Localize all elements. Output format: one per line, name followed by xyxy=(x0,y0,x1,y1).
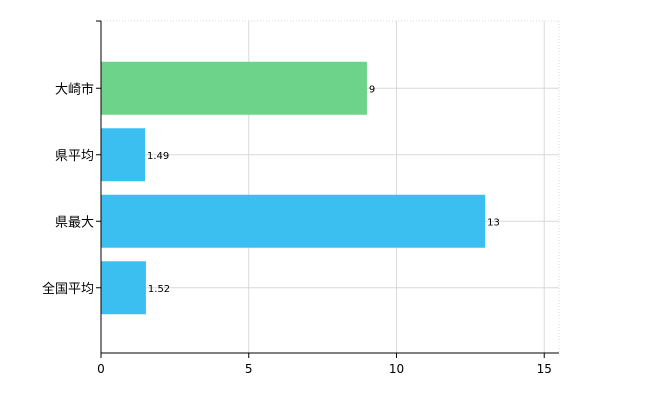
data-label: 13 xyxy=(487,217,500,228)
x-tick-label: 15 xyxy=(537,362,552,376)
bar xyxy=(101,261,146,315)
x-tick-label: 10 xyxy=(389,362,404,376)
data-label: 9 xyxy=(369,84,375,95)
axes xyxy=(96,20,559,358)
bar xyxy=(101,194,486,248)
data-label: 1.52 xyxy=(148,284,170,295)
bar xyxy=(101,128,146,182)
category-label: 県平均 xyxy=(55,149,94,164)
bars xyxy=(101,61,486,315)
data-label: 1.49 xyxy=(147,151,169,162)
category-label: 大崎市 xyxy=(55,81,94,97)
x-tick-label: 5 xyxy=(245,362,253,376)
bar xyxy=(101,61,367,115)
category-label: 県最大 xyxy=(55,215,94,230)
category-label: 全国平均 xyxy=(42,281,94,297)
x-tick-label: 0 xyxy=(97,362,105,376)
